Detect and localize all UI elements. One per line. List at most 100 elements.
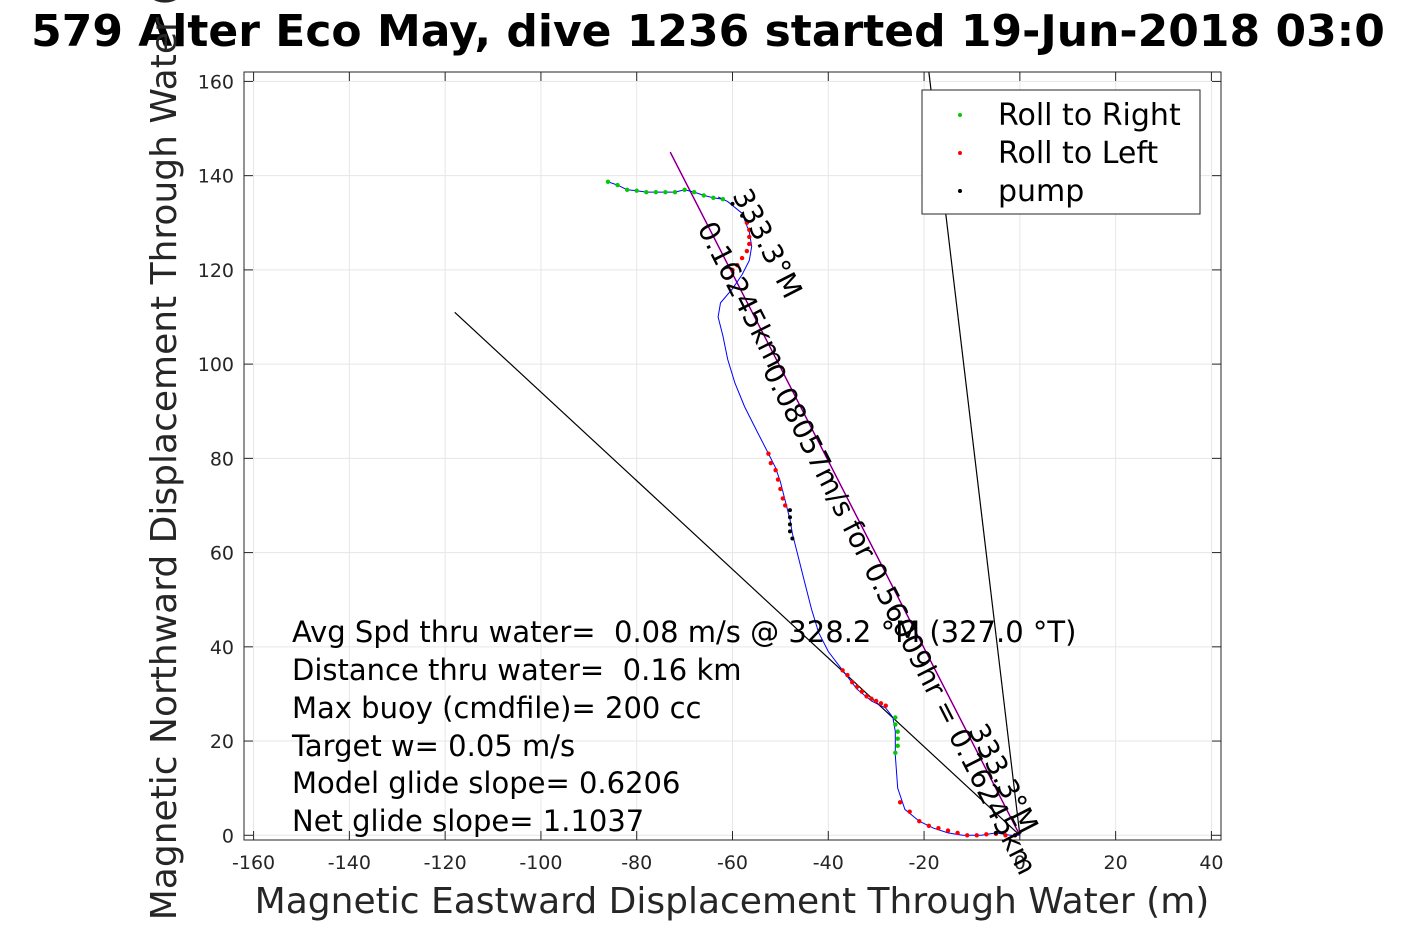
- y-tick-label: 140: [198, 166, 234, 188]
- roll-left-point: [735, 262, 740, 268]
- roll-left-point: [936, 826, 941, 831]
- legend-marker-roll-left: [958, 151, 962, 155]
- x-tick-label: 20: [1104, 852, 1128, 874]
- roll-left-point: [744, 248, 750, 254]
- roll-left-point: [907, 809, 912, 814]
- roll-left-point: [747, 241, 752, 247]
- info-block: Avg Spd thru water= 0.08 m/s @ 328.2 °M …: [291, 615, 1076, 838]
- legend-marker-roll-right: [958, 113, 962, 117]
- x-tick-label: -60: [717, 852, 748, 874]
- axis-ticks: -160 -140 -120 -100 -80 -60 -40 -20 0 20 40 0 20 40 60…: [198, 71, 1224, 874]
- roll-left-point: [964, 833, 970, 838]
- roll-right-point: [682, 187, 687, 192]
- roll-left-point: [780, 496, 785, 501]
- y-axis-label: Magnetic Northward Displacement Through …: [144, 0, 185, 920]
- roll-right-point: [624, 187, 630, 192]
- roll-left-point: [744, 220, 750, 225]
- y-tick-label: 0: [222, 825, 234, 847]
- roll-left-point: [778, 486, 783, 492]
- roll-right-point: [893, 722, 898, 727]
- roll-right-point: [644, 189, 649, 195]
- pump-point: [787, 522, 792, 527]
- x-tick-label: -120: [424, 852, 467, 874]
- reference-line-left: [454, 311, 1021, 836]
- roll-left-point: [747, 234, 752, 240]
- legend-label-roll-right: Roll to Right: [998, 98, 1181, 133]
- roll-right-point: [711, 195, 716, 201]
- roll-right-point: [895, 736, 900, 741]
- y-tick-label: 20: [210, 731, 234, 753]
- roll-right-point: [672, 189, 678, 195]
- x-axis-label: Magnetic Eastward Displacement Through W…: [255, 881, 1210, 922]
- roll-right-point: [893, 750, 898, 756]
- roll-left-point: [747, 227, 752, 233]
- roll-right-point: [720, 197, 726, 202]
- roll-right-point: [605, 179, 611, 184]
- legend-label-roll-left: Roll to Left: [998, 136, 1158, 171]
- roll-left-point: [864, 694, 869, 699]
- pump-point: [740, 213, 745, 218]
- roll-right-point: [663, 189, 668, 195]
- pump-point: [787, 515, 792, 520]
- y-tick-label: 80: [210, 448, 234, 470]
- net-heading-line-core: [669, 151, 1021, 836]
- roll-left-point: [974, 833, 979, 838]
- x-tick-label: -80: [621, 852, 652, 874]
- roll-left-point: [945, 828, 951, 833]
- roll-left-point: [917, 818, 922, 824]
- x-tick-label: -20: [909, 852, 940, 874]
- x-tick-label: -100: [519, 852, 562, 874]
- roll-left-point: [775, 477, 781, 482]
- roll-left-point: [730, 267, 735, 273]
- roll-right-point: [701, 193, 706, 198]
- roll-left-point: [854, 684, 860, 690]
- pump-point: [787, 529, 792, 534]
- roll-right-point: [615, 182, 620, 188]
- info-distance: Distance thru water= 0.16 km: [292, 653, 742, 687]
- x-tick-label: -160: [232, 852, 275, 874]
- roll-left-point: [773, 467, 778, 473]
- x-tick-label: 0: [1014, 852, 1026, 874]
- y-tick-label: 160: [198, 71, 234, 93]
- roll-right-point: [895, 743, 900, 748]
- y-tick-label: 40: [210, 637, 234, 659]
- roll-left-point: [768, 460, 774, 466]
- pump-point: [787, 508, 792, 513]
- roll-right-point: [895, 729, 900, 734]
- pump-point: [790, 536, 795, 541]
- legend: Roll to Right Roll to Left pump: [921, 89, 1201, 215]
- info-avg-speed: Avg Spd thru water= 0.08 m/s @ 328.2 °M …: [292, 615, 1076, 649]
- chart-title: 579 Alter Eco May, dive 1236 started 19-…: [31, 6, 1385, 57]
- roll-left-point: [766, 451, 771, 456]
- info-max-buoy: Max buoy (cmdfile)= 200 cc: [292, 691, 701, 725]
- y-tick-label: 120: [198, 260, 234, 282]
- info-model-glide: Model glide slope= 0.6206: [292, 766, 680, 800]
- y-tick-label: 100: [198, 354, 234, 376]
- roll-left-point: [883, 703, 888, 708]
- roll-right-point: [634, 188, 639, 193]
- y-tick-label: 60: [210, 543, 234, 565]
- roll-left-point: [873, 698, 879, 704]
- legend-label-pump: pump: [998, 174, 1084, 209]
- roll-left-point: [1003, 833, 1008, 838]
- roll-left-point: [897, 800, 903, 805]
- x-tick-label: -40: [813, 852, 844, 874]
- roll-left-point: [926, 823, 932, 829]
- legend-marker-pump: [958, 189, 962, 193]
- roll-left-point: [859, 689, 865, 694]
- roll-left-point: [840, 668, 845, 673]
- roll-right-point: [653, 189, 659, 195]
- roll-right-point: [893, 715, 898, 720]
- info-net-glide: Net glide slope= 1.1037: [292, 804, 644, 838]
- info-target-w: Target w= 0.05 m/s: [291, 729, 575, 763]
- legend-box: [921, 89, 1201, 215]
- pump-point: [993, 830, 998, 835]
- roll-left-point: [850, 679, 855, 685]
- data-points: [605, 179, 1018, 838]
- roll-left-point: [845, 672, 850, 678]
- roll-left-point: [739, 255, 745, 261]
- pump-point: [1013, 833, 1018, 838]
- roll-left-point: [782, 503, 788, 508]
- pump-point: [730, 201, 735, 206]
